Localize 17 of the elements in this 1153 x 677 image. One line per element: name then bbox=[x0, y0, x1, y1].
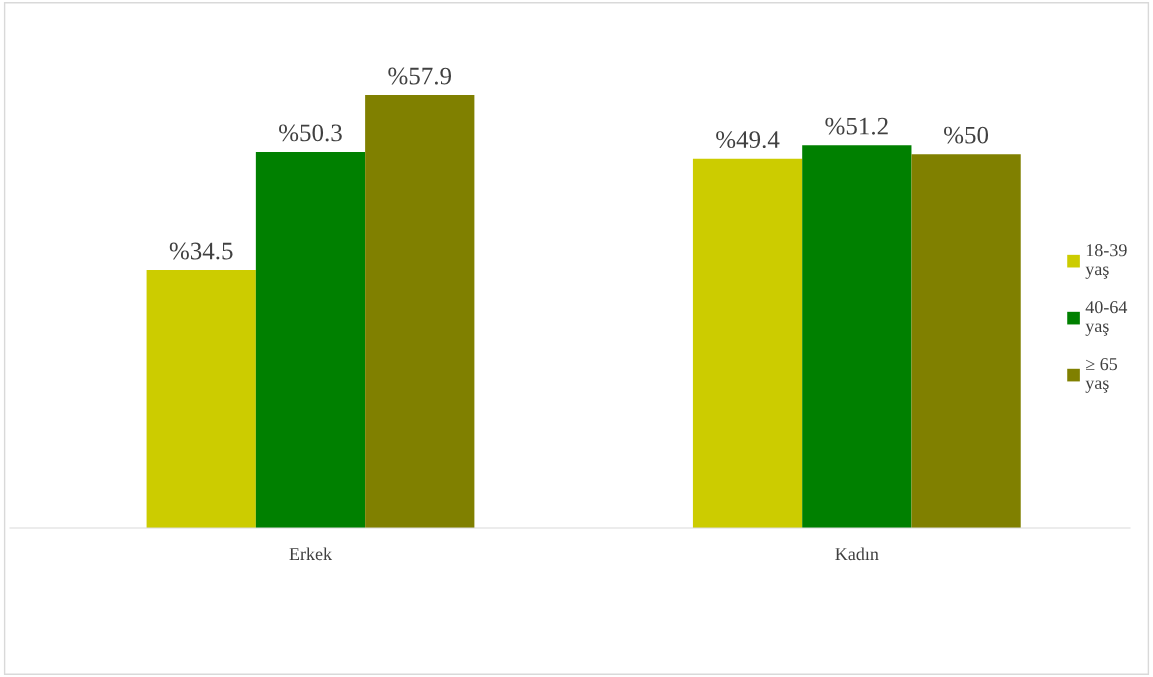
data-label: %57.9 bbox=[388, 67, 452, 85]
data-label: %50 bbox=[944, 126, 989, 144]
legend-label: 18-39 yaş bbox=[1085, 244, 1127, 279]
bar bbox=[911, 154, 1021, 528]
x-tick-label: Kadın bbox=[835, 547, 879, 561]
data-label: %34.5 bbox=[169, 242, 233, 260]
legend-label: 40-64 yaş bbox=[1085, 301, 1128, 336]
bar bbox=[255, 151, 366, 528]
legend-label: ≥ 65 yaş bbox=[1085, 358, 1118, 393]
bar bbox=[365, 95, 475, 528]
x-tick-label: Erkek bbox=[289, 547, 333, 561]
data-label: %50.3 bbox=[279, 124, 342, 142]
bar bbox=[802, 145, 912, 528]
data-label: %51.2 bbox=[825, 117, 888, 135]
bar bbox=[692, 158, 803, 528]
bar bbox=[146, 270, 256, 528]
data-label: %49.4 bbox=[716, 131, 780, 149]
